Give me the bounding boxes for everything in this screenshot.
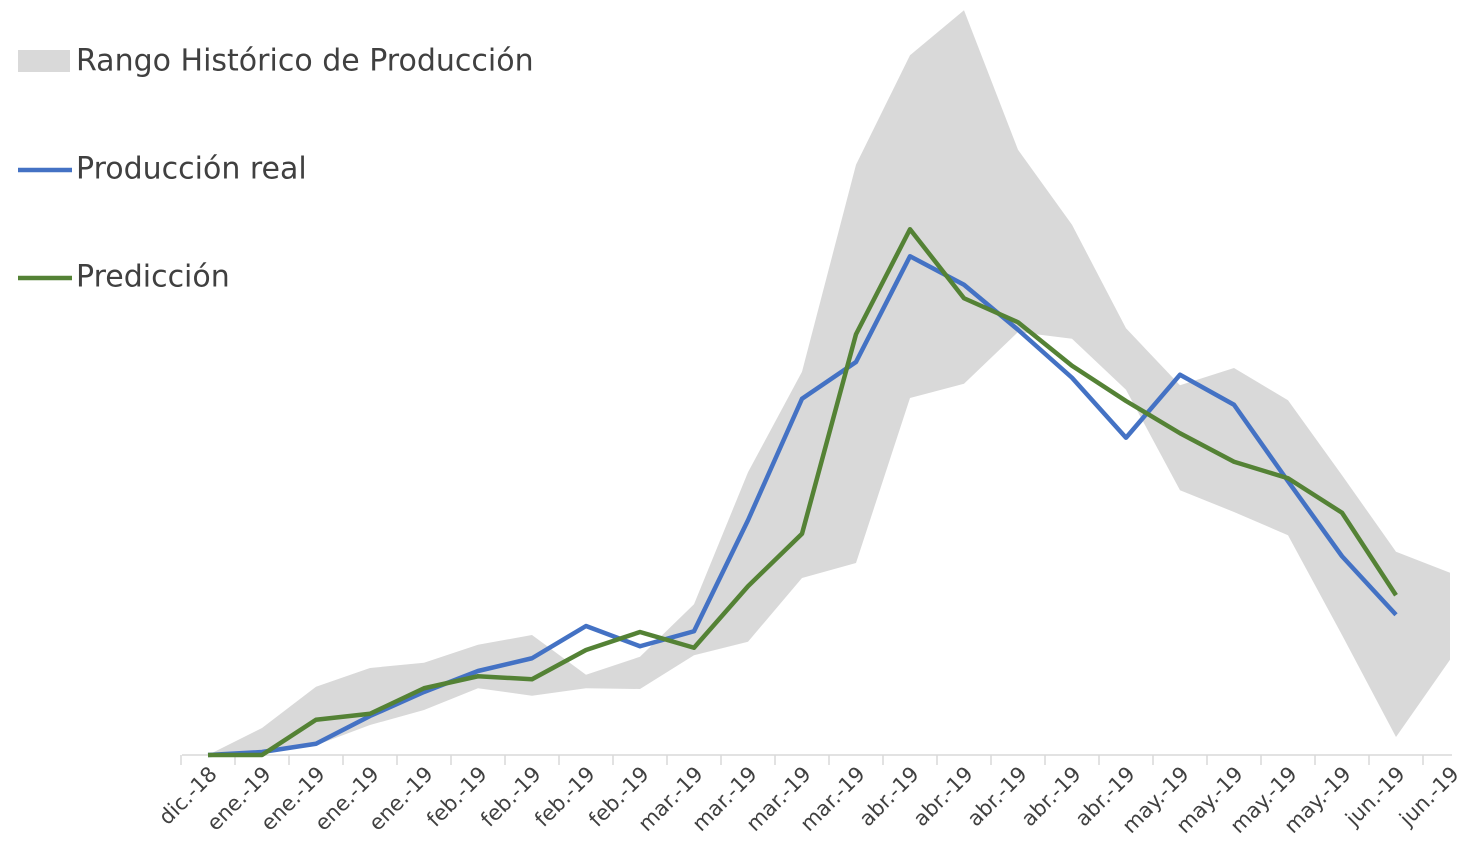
x-tick-label: jun.-19 [1340, 762, 1410, 832]
legend-label: Predicción [76, 260, 230, 295]
legend-swatch [18, 50, 70, 72]
x-tick-label: abr.-19 [855, 762, 924, 831]
series-line [208, 227, 1398, 758]
legend-label: Producción real [76, 152, 307, 187]
legend-label: Rango Histórico de Producción [76, 44, 534, 79]
x-tick-label: abr.-19 [963, 762, 1032, 831]
series-line [207, 254, 1398, 758]
x-tick-label: jun.-19 [1394, 762, 1464, 832]
x-tick-label: abr.-19 [909, 762, 978, 831]
x-tick-label: abr.-19 [1017, 762, 1086, 831]
